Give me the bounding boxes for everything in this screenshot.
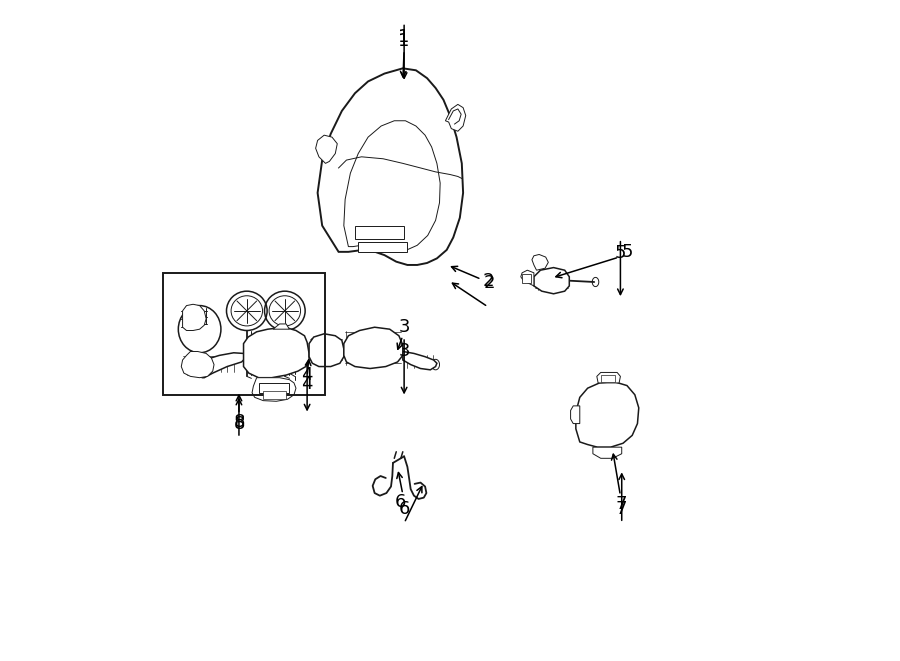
Polygon shape <box>593 447 622 458</box>
Text: 5: 5 <box>615 244 626 262</box>
Text: 6: 6 <box>395 493 407 511</box>
Text: 1: 1 <box>399 32 410 50</box>
Text: 4: 4 <box>302 366 313 384</box>
Polygon shape <box>521 270 534 286</box>
Polygon shape <box>181 352 214 377</box>
Polygon shape <box>532 254 548 270</box>
Ellipse shape <box>601 408 613 420</box>
Polygon shape <box>273 324 290 329</box>
Text: 2: 2 <box>482 272 494 290</box>
Polygon shape <box>244 327 309 377</box>
Polygon shape <box>194 353 246 377</box>
Text: 4: 4 <box>302 375 313 393</box>
Polygon shape <box>601 375 616 381</box>
Polygon shape <box>263 391 286 399</box>
Polygon shape <box>571 406 580 424</box>
Polygon shape <box>403 352 436 369</box>
Polygon shape <box>344 121 440 252</box>
Text: 7: 7 <box>616 495 627 513</box>
Text: 3: 3 <box>399 342 410 360</box>
Bar <box>163 274 326 395</box>
Polygon shape <box>309 334 344 367</box>
Polygon shape <box>258 383 290 393</box>
Polygon shape <box>597 372 620 383</box>
Text: 3: 3 <box>399 318 410 336</box>
Polygon shape <box>576 381 639 447</box>
Text: 7: 7 <box>616 500 627 518</box>
Polygon shape <box>358 242 408 252</box>
Polygon shape <box>318 68 464 265</box>
Polygon shape <box>316 136 338 163</box>
Polygon shape <box>522 274 531 284</box>
Polygon shape <box>252 377 296 401</box>
Text: 5: 5 <box>621 243 633 261</box>
Text: 8: 8 <box>233 413 245 431</box>
Polygon shape <box>446 104 465 132</box>
Text: 6: 6 <box>399 500 410 518</box>
Text: 2: 2 <box>483 274 495 292</box>
Text: 1: 1 <box>399 28 410 46</box>
Polygon shape <box>534 268 570 293</box>
Polygon shape <box>183 304 206 330</box>
Text: 8: 8 <box>233 414 245 432</box>
Polygon shape <box>355 225 404 239</box>
Polygon shape <box>344 327 403 369</box>
